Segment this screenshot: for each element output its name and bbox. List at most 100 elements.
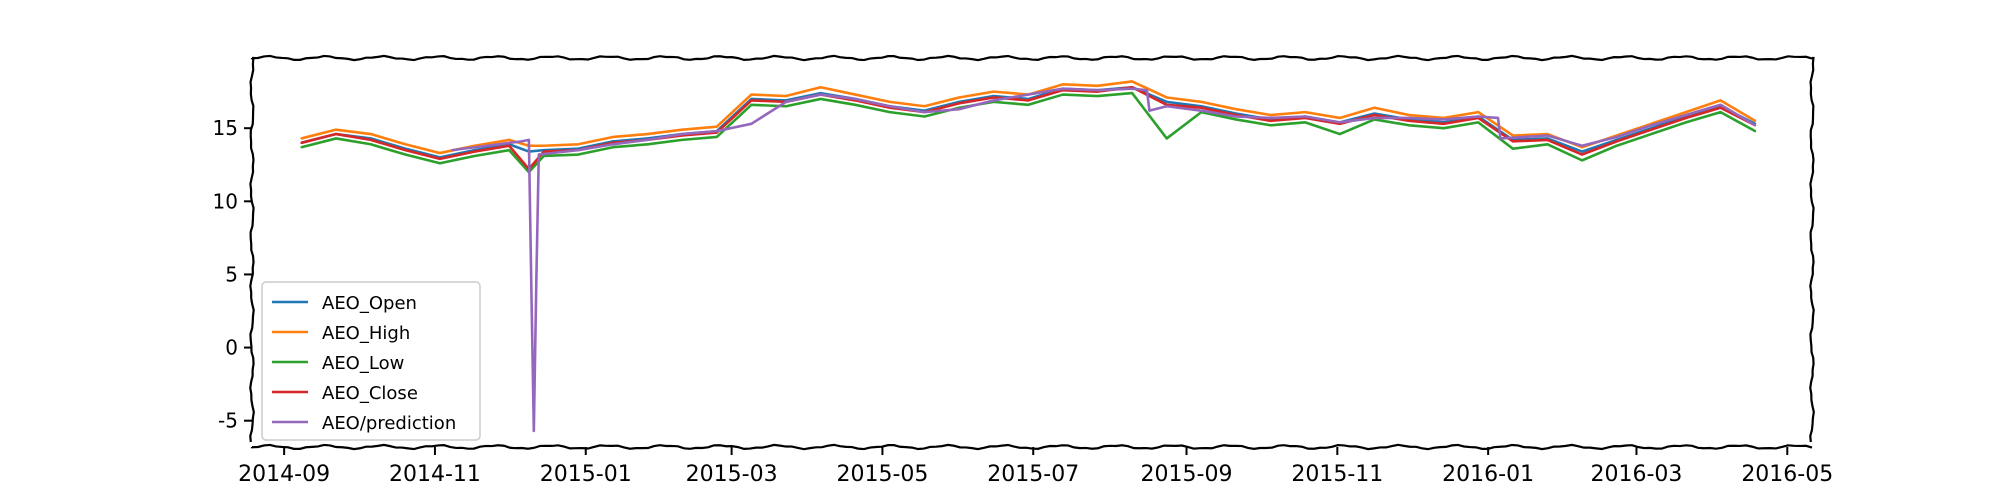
data-point: [1304, 115, 1307, 118]
data-point: [1096, 89, 1099, 92]
x-axis: 2014-09 2014-11 2015-01 2015-03 2015-05 2015-…: [238, 447, 1833, 487]
data-point: [957, 108, 961, 111]
data-point: [1684, 121, 1688, 124]
data-point: [300, 137, 303, 140]
data-point: [1615, 140, 1618, 143]
data-point: [1407, 116, 1411, 120]
data-point: [1234, 118, 1238, 121]
data-point: [508, 144, 511, 147]
frame-bottom: [250, 443, 1813, 451]
data-point: [1511, 147, 1514, 150]
data-point: [1131, 92, 1134, 95]
data-point: [819, 86, 822, 89]
data-point: [1269, 124, 1272, 127]
data-point: [784, 100, 788, 103]
data-point: [334, 132, 338, 136]
plot-frame: [249, 54, 1815, 451]
data-point: [1754, 130, 1757, 133]
data-point: [1580, 153, 1584, 156]
data-point: [715, 135, 718, 139]
data-point: [1407, 124, 1411, 127]
data-point: [750, 103, 753, 106]
series-line: [452, 87, 1756, 433]
data-point: [404, 149, 407, 152]
data-point: [1580, 159, 1584, 162]
data-point: [1719, 106, 1722, 109]
data-point: [438, 151, 441, 155]
data-point: [1442, 122, 1445, 125]
data-point: [1269, 116, 1272, 120]
data-point: [1511, 134, 1514, 137]
data-point: [369, 143, 372, 146]
data-point: [646, 143, 649, 146]
data-point: [750, 122, 753, 125]
data-point: [1145, 89, 1149, 92]
data-point: [577, 153, 580, 156]
data-point: [1684, 113, 1688, 117]
data-point: [508, 149, 511, 152]
data-point: [542, 154, 545, 158]
x-tick-label: 2015-09: [1141, 462, 1233, 487]
y-tick-label: 15: [213, 116, 238, 140]
data-point: [300, 146, 303, 149]
data-point: [1684, 116, 1688, 120]
data-point: [577, 143, 580, 146]
data-point: [520, 140, 523, 143]
data-point: [819, 93, 822, 96]
frame-top: [250, 54, 1813, 62]
data-point: [1027, 103, 1030, 106]
data-point: [957, 96, 961, 99]
data-point: [1304, 121, 1307, 124]
data-point: [854, 103, 857, 106]
x-tick-label: 2014-09: [238, 462, 330, 487]
data-point: [542, 144, 545, 147]
data-point: [681, 128, 684, 131]
y-tick-label: 5: [225, 262, 238, 286]
data-point: [532, 429, 535, 433]
data-point: [1650, 128, 1653, 131]
data-point: [1269, 113, 1272, 117]
data-point: [438, 162, 441, 165]
data-point: [923, 115, 926, 118]
data-point: [1615, 144, 1618, 147]
legend-label: AEO_Low: [322, 353, 404, 374]
data-point: [1096, 94, 1099, 98]
data-point: [1269, 119, 1272, 122]
data-point: [715, 130, 718, 133]
legend-label: AEO_Open: [322, 293, 417, 314]
data-point: [1719, 111, 1722, 114]
data-point: [646, 138, 649, 141]
data-point: [784, 94, 788, 98]
data-point: [957, 102, 961, 105]
data-point: [1131, 87, 1134, 90]
data-point: [1499, 137, 1502, 140]
data-point: [1754, 124, 1757, 127]
data-point: [888, 105, 891, 108]
data-point: [1442, 127, 1445, 130]
series-group: [451, 87, 1757, 433]
data-point: [1096, 84, 1099, 87]
legend-label: AEO_Close: [322, 383, 418, 404]
series-layer: [300, 80, 1757, 433]
x-tick-label: 2016-01: [1442, 462, 1534, 487]
data-point: [1442, 118, 1445, 121]
data-point: [473, 150, 476, 153]
series-line: [301, 91, 1756, 174]
data-point: [473, 154, 476, 158]
data-point: [1373, 113, 1376, 117]
data-point: [1650, 124, 1653, 127]
data-point: [1304, 111, 1307, 114]
data-point: [369, 138, 372, 141]
data-point: [1407, 119, 1411, 122]
data-point: [1234, 108, 1238, 111]
data-point: [577, 149, 580, 152]
data-point: [1148, 109, 1151, 112]
data-point: [1200, 100, 1203, 103]
data-point: [404, 143, 407, 146]
series-line: [301, 80, 1756, 155]
data-point: [334, 137, 338, 140]
data-point: [992, 96, 995, 99]
data-point: [923, 105, 926, 108]
